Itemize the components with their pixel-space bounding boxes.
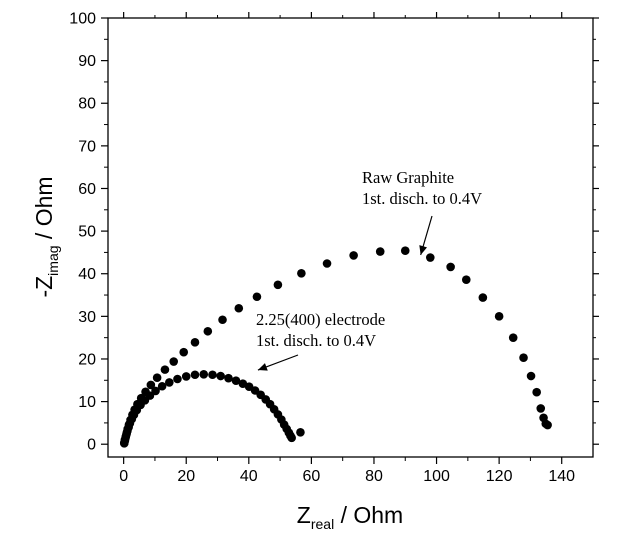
x-tick-label: 60 bbox=[302, 468, 320, 485]
data-point bbox=[190, 370, 200, 380]
y-tick-label: 10 bbox=[78, 394, 96, 411]
data-point bbox=[181, 372, 191, 381]
data-point bbox=[532, 387, 541, 397]
data-point bbox=[199, 370, 209, 379]
x-tick-label: 0 bbox=[119, 468, 128, 485]
data-point bbox=[234, 303, 244, 313]
data-point bbox=[508, 333, 518, 342]
data-point bbox=[231, 376, 241, 386]
y-tick-label: 30 bbox=[78, 309, 96, 326]
data-point bbox=[208, 370, 217, 380]
annotation-text: 1st. disch. to 0.4V bbox=[362, 189, 482, 208]
axis-ticks bbox=[101, 12, 599, 464]
annotation-text: 1st. disch. to 0.4V bbox=[256, 331, 376, 350]
data-point bbox=[160, 365, 170, 374]
y-tick-label: 20 bbox=[78, 351, 96, 368]
data-point bbox=[287, 433, 296, 443]
data-point bbox=[526, 371, 536, 381]
data-point bbox=[151, 386, 160, 396]
data-point bbox=[169, 357, 179, 366]
y-tick-label: 0 bbox=[87, 437, 96, 454]
y-tick-label: 90 bbox=[78, 53, 96, 70]
x-tick-label: 40 bbox=[240, 468, 258, 485]
data-point bbox=[400, 246, 410, 256]
data-point bbox=[146, 380, 156, 390]
tick-labels: 0 20 40 60 80 100 120 140 0 10 20 30 40 50 60 70 80 90 100 bbox=[69, 11, 575, 486]
data-point bbox=[297, 269, 306, 278]
y-axis-title: -Zimag / Ohm bbox=[31, 176, 61, 297]
y-tick-label: 70 bbox=[78, 138, 96, 155]
data-point bbox=[218, 315, 227, 325]
annotations: Raw Graphite 1st. disch. to 0.4V 2.25(400)… bbox=[256, 168, 482, 371]
data-point bbox=[173, 374, 182, 384]
annotation-text: 2.25(400) electrode bbox=[256, 310, 385, 329]
data-point bbox=[296, 427, 305, 437]
data-point bbox=[216, 371, 225, 381]
y-tick-label: 40 bbox=[78, 266, 96, 283]
x-tick-label: 100 bbox=[423, 468, 450, 485]
y-tick-label: 50 bbox=[78, 224, 96, 241]
data-point bbox=[273, 280, 283, 290]
data-point bbox=[478, 293, 488, 302]
data-point bbox=[179, 347, 189, 357]
data-point bbox=[190, 338, 200, 347]
data-point bbox=[252, 292, 262, 302]
data-point bbox=[145, 391, 155, 400]
data-points bbox=[119, 246, 552, 448]
data-point bbox=[446, 262, 455, 272]
data-point bbox=[543, 420, 552, 430]
annotation-arrowhead bbox=[419, 245, 428, 255]
data-point bbox=[224, 373, 233, 383]
data-point bbox=[461, 275, 471, 284]
x-tick-label: 120 bbox=[486, 468, 513, 485]
y-tick-label: 60 bbox=[78, 181, 96, 198]
annotation-arrowhead bbox=[257, 363, 268, 371]
x-tick-label: 140 bbox=[548, 468, 575, 485]
data-point bbox=[536, 404, 546, 413]
data-point bbox=[203, 326, 213, 336]
data-point bbox=[494, 312, 504, 321]
annotation-text: Raw Graphite bbox=[362, 168, 454, 187]
x-axis-title: Zreal / Ohm bbox=[297, 502, 403, 532]
data-point bbox=[152, 373, 162, 383]
plot-frame bbox=[107, 17, 594, 458]
y-tick-label: 100 bbox=[69, 11, 96, 28]
data-point bbox=[425, 253, 435, 262]
data-point bbox=[519, 353, 528, 362]
data-point bbox=[165, 378, 174, 387]
data-point bbox=[375, 247, 385, 256]
data-point bbox=[349, 251, 358, 260]
y-tick-label: 80 bbox=[78, 96, 96, 113]
data-point bbox=[157, 381, 167, 391]
x-tick-label: 80 bbox=[365, 468, 383, 485]
x-tick-label: 20 bbox=[177, 468, 195, 485]
data-point bbox=[322, 259, 332, 268]
